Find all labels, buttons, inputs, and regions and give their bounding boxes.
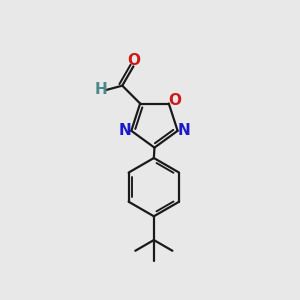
Text: H: H — [95, 82, 107, 98]
Text: N: N — [178, 123, 190, 138]
Text: O: O — [127, 53, 140, 68]
Text: N: N — [118, 123, 131, 138]
Text: O: O — [168, 93, 181, 108]
